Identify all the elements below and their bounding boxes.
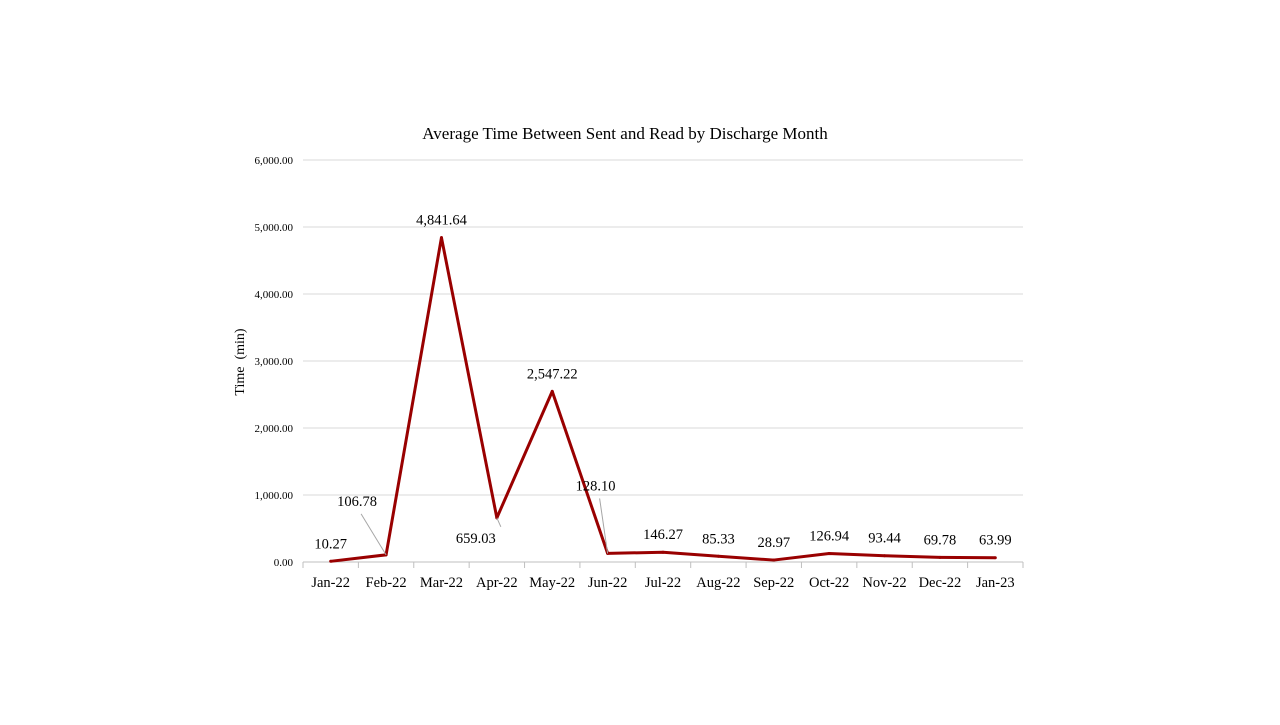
data-label: 28.97 [757, 535, 790, 551]
data-point [439, 236, 443, 240]
data-label: 128.10 [576, 478, 616, 494]
y-tick-label: 6,000.00 [255, 155, 294, 167]
data-label: 146.27 [643, 527, 683, 543]
x-tick-label: Apr-22 [476, 575, 518, 591]
data-point [938, 555, 942, 559]
series-line [330, 236, 996, 563]
data-label: 2,547.22 [527, 366, 578, 382]
data-point [550, 389, 554, 393]
series-layer [329, 236, 997, 563]
x-tick-label: Nov-22 [862, 575, 906, 591]
x-tick-label: Jul-22 [645, 575, 681, 591]
data-point [329, 559, 333, 563]
y-tick-label: 1,000.00 [255, 490, 294, 502]
data-label: 106.78 [337, 494, 377, 510]
label-leader-line [360, 513, 387, 556]
x-tick-label: Feb-22 [366, 575, 407, 591]
y-axis-ticks: 0.00 1,000.00 2,000.00 3,000.00 4,000.00 5,00… [255, 155, 294, 569]
data-point [883, 554, 887, 558]
data-point [772, 558, 776, 562]
data-label: 659.03 [456, 531, 496, 547]
chart-title: Average Time Between Sent and Read by Di… [422, 124, 828, 143]
x-axis-ticks: Jan-22 Feb-22 Mar-22 Apr-22 May-22 Jun-22 Jul-… [311, 575, 1014, 591]
x-tick-label: Mar-22 [420, 575, 463, 591]
data-label: 93.44 [868, 531, 901, 547]
data-label: 63.99 [979, 533, 1012, 549]
x-tick-label: May-22 [529, 575, 575, 591]
x-tick-label: Jun-22 [588, 575, 627, 591]
data-label: 126.94 [809, 528, 850, 544]
label-leader-line [496, 517, 502, 528]
data-point [993, 556, 997, 560]
data-labels: 10.27 106.78 4,841.64 659.03 2,547.22 128.10 1… [314, 213, 1012, 556]
data-point [716, 554, 720, 558]
y-tick-label: 0.00 [274, 557, 294, 569]
y-tick-label: 4,000.00 [255, 289, 294, 301]
label-leader-line [599, 498, 609, 554]
data-point [827, 551, 831, 555]
x-tick-label: Dec-22 [919, 575, 962, 591]
data-label: 85.33 [702, 531, 735, 547]
y-tick-label: 2,000.00 [255, 423, 294, 435]
y-tick-label: 3,000.00 [255, 356, 294, 368]
y-axis-label: Time (min) [233, 328, 248, 395]
x-tick-label: Sep-22 [753, 575, 794, 591]
x-tick-label: Oct-22 [809, 575, 849, 591]
data-label: 10.27 [314, 536, 347, 552]
gridlines [302, 159, 1024, 568]
data-label: 4,841.64 [416, 213, 468, 229]
data-label: 69.78 [924, 532, 957, 548]
y-tick-label: 5,000.00 [255, 222, 294, 234]
x-tick-label: Jan-22 [311, 575, 350, 591]
x-tick-label: Aug-22 [696, 575, 740, 591]
data-point [661, 550, 665, 554]
x-tick-label: Jan-23 [976, 575, 1015, 591]
